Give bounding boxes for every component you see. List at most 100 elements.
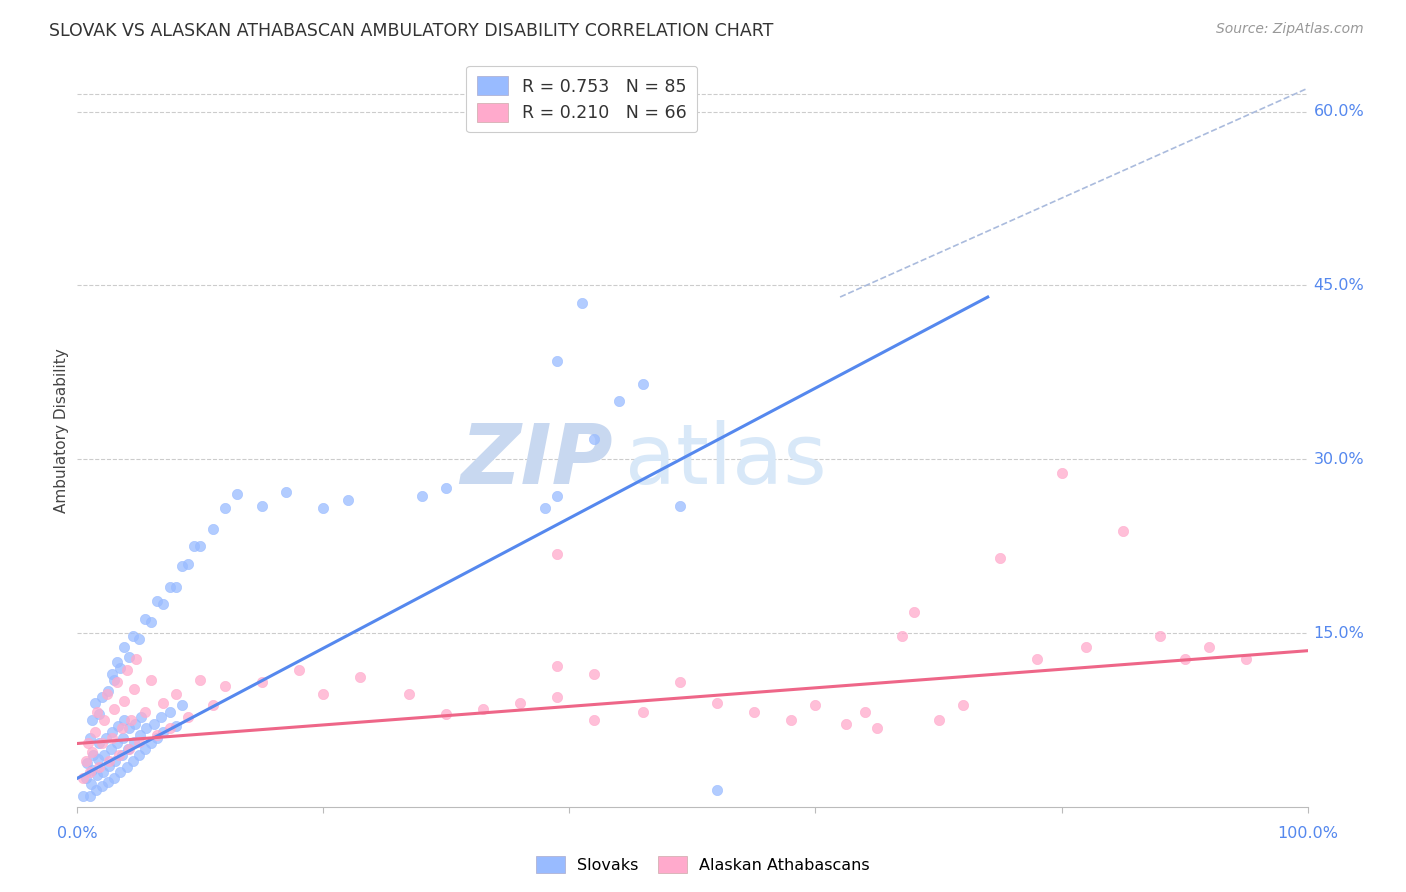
Point <box>546 354 568 368</box>
Point <box>121 754 143 768</box>
Point <box>890 629 912 643</box>
Point <box>124 716 146 731</box>
Point <box>142 716 165 731</box>
Point <box>121 629 143 643</box>
Point <box>110 661 132 675</box>
Point <box>93 747 115 762</box>
Point <box>152 724 174 739</box>
Point <box>583 667 606 681</box>
Point <box>76 756 98 771</box>
Point <box>146 731 169 745</box>
Point <box>546 548 568 562</box>
Point <box>188 539 212 553</box>
Point <box>93 714 115 728</box>
Point <box>988 551 1011 566</box>
Point <box>125 652 148 666</box>
Point <box>83 696 105 710</box>
Point <box>146 728 169 742</box>
Point <box>82 714 104 728</box>
Point <box>108 747 131 762</box>
Point <box>152 696 174 710</box>
Point <box>349 670 371 684</box>
Point <box>472 701 495 715</box>
Point <box>115 760 138 774</box>
Point <box>118 649 141 664</box>
Point <box>97 684 120 698</box>
Point <box>633 705 655 719</box>
Point <box>122 681 145 696</box>
Point <box>669 675 692 690</box>
Point <box>111 747 132 762</box>
Point <box>1050 467 1073 481</box>
Point <box>128 632 150 647</box>
Point <box>866 722 889 736</box>
Point <box>94 731 117 745</box>
Point <box>398 687 420 701</box>
Point <box>103 673 125 687</box>
Point <box>853 705 876 719</box>
Point <box>72 771 94 786</box>
Point <box>1198 640 1220 655</box>
Text: 15.0%: 15.0% <box>1313 626 1365 640</box>
Point <box>87 751 110 765</box>
Point <box>105 675 128 690</box>
Point <box>150 710 173 724</box>
Point <box>84 783 107 797</box>
Point <box>90 737 114 751</box>
Point <box>135 722 157 736</box>
Point <box>742 705 765 719</box>
Point <box>110 765 132 780</box>
Point <box>165 687 187 701</box>
Point <box>1174 652 1197 666</box>
Point <box>928 714 950 728</box>
Point <box>583 432 606 446</box>
Point <box>97 774 120 789</box>
Point <box>952 698 974 713</box>
Point <box>96 687 118 701</box>
Point <box>86 768 108 782</box>
Point <box>669 499 692 513</box>
Point <box>141 737 163 751</box>
Point <box>89 760 111 774</box>
Point <box>903 606 925 620</box>
Point <box>98 754 121 768</box>
Y-axis label: Ambulatory Disability: Ambulatory Disability <box>53 348 69 513</box>
Point <box>183 539 205 553</box>
Point <box>118 742 141 756</box>
Point <box>122 735 145 749</box>
Point <box>250 499 273 513</box>
Point <box>312 501 335 516</box>
Point <box>201 698 224 713</box>
Text: 60.0%: 60.0% <box>1313 104 1364 119</box>
Point <box>706 783 728 797</box>
Point <box>804 698 827 713</box>
Point <box>101 667 124 681</box>
Point <box>1026 652 1049 666</box>
Point <box>111 731 134 745</box>
Point <box>83 724 105 739</box>
Point <box>1112 524 1135 539</box>
Point <box>165 580 187 594</box>
Point <box>98 758 121 772</box>
Point <box>546 490 568 504</box>
Point <box>534 501 557 516</box>
Point <box>90 780 114 794</box>
Point <box>177 710 200 724</box>
Point <box>288 664 311 678</box>
Point <box>159 580 181 594</box>
Point <box>107 719 129 733</box>
Point <box>146 594 169 608</box>
Point <box>129 728 152 742</box>
Point <box>250 675 273 690</box>
Point <box>104 754 127 768</box>
Point <box>75 754 97 768</box>
Point <box>1149 629 1171 643</box>
Point <box>312 687 335 701</box>
Point <box>118 722 141 736</box>
Point <box>337 492 360 507</box>
Point <box>780 714 803 728</box>
Point <box>134 742 156 756</box>
Text: 0.0%: 0.0% <box>58 826 97 841</box>
Point <box>91 765 114 780</box>
Point <box>112 640 135 655</box>
